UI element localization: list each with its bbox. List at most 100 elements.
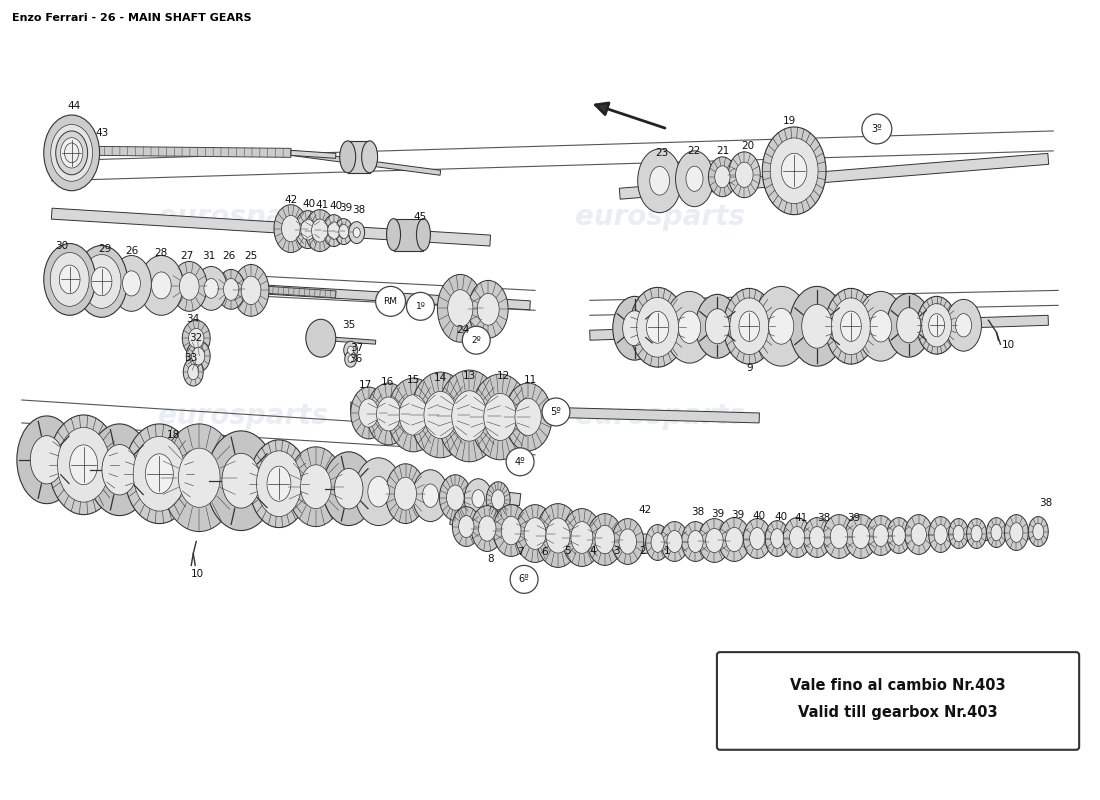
Ellipse shape	[623, 310, 647, 346]
Text: 16: 16	[381, 377, 394, 387]
Ellipse shape	[206, 431, 276, 530]
Ellipse shape	[188, 328, 204, 348]
Polygon shape	[111, 276, 530, 310]
Ellipse shape	[438, 274, 483, 342]
Text: 6: 6	[541, 547, 548, 558]
Polygon shape	[231, 284, 336, 298]
Text: 7: 7	[517, 547, 524, 558]
Text: 40: 40	[302, 198, 316, 209]
Text: 20: 20	[740, 141, 754, 151]
Ellipse shape	[424, 391, 456, 438]
Ellipse shape	[638, 149, 682, 213]
Text: 40: 40	[329, 201, 342, 210]
Ellipse shape	[91, 267, 112, 296]
Text: 22: 22	[686, 146, 700, 156]
Ellipse shape	[1004, 514, 1028, 550]
Text: 10: 10	[190, 570, 204, 579]
Ellipse shape	[486, 482, 510, 518]
Ellipse shape	[911, 523, 926, 546]
Circle shape	[510, 566, 538, 594]
Polygon shape	[619, 154, 1048, 199]
Ellipse shape	[766, 521, 789, 557]
Ellipse shape	[282, 215, 300, 242]
Ellipse shape	[334, 469, 363, 509]
Ellipse shape	[502, 516, 521, 545]
Ellipse shape	[679, 311, 701, 343]
Text: 43: 43	[95, 128, 108, 138]
Ellipse shape	[399, 394, 428, 435]
Text: 44: 44	[67, 101, 80, 111]
Text: 41: 41	[794, 513, 807, 522]
Ellipse shape	[340, 141, 355, 173]
Ellipse shape	[195, 266, 227, 310]
Ellipse shape	[524, 518, 546, 550]
Ellipse shape	[353, 228, 361, 238]
Ellipse shape	[328, 222, 340, 239]
Ellipse shape	[953, 526, 964, 542]
Ellipse shape	[887, 294, 931, 357]
Ellipse shape	[698, 518, 730, 562]
Ellipse shape	[179, 273, 199, 300]
Ellipse shape	[789, 286, 845, 366]
Ellipse shape	[744, 518, 771, 558]
Text: 40: 40	[774, 511, 788, 522]
Ellipse shape	[387, 378, 439, 452]
Ellipse shape	[613, 296, 657, 360]
Text: 29: 29	[98, 243, 111, 254]
Ellipse shape	[438, 370, 502, 462]
Ellipse shape	[274, 205, 308, 253]
Text: 14: 14	[433, 373, 447, 383]
Ellipse shape	[178, 448, 220, 507]
Ellipse shape	[715, 166, 730, 188]
Ellipse shape	[803, 518, 830, 558]
Ellipse shape	[386, 218, 400, 250]
Ellipse shape	[867, 515, 894, 555]
Ellipse shape	[343, 342, 358, 359]
Text: 2º: 2º	[472, 336, 481, 345]
Ellipse shape	[730, 298, 769, 354]
Ellipse shape	[905, 514, 933, 554]
Ellipse shape	[857, 291, 905, 361]
Text: 17: 17	[359, 380, 372, 390]
Ellipse shape	[928, 517, 953, 553]
Ellipse shape	[896, 308, 921, 342]
Text: 6º: 6º	[519, 574, 529, 584]
Ellipse shape	[705, 309, 729, 344]
Text: eurosparts: eurosparts	[158, 202, 328, 230]
Ellipse shape	[344, 351, 356, 367]
Ellipse shape	[651, 533, 664, 552]
Ellipse shape	[504, 383, 552, 451]
Text: Enzo Ferrari - 26 - MAIN SHAFT GEARS: Enzo Ferrari - 26 - MAIN SHAFT GEARS	[12, 14, 252, 23]
Ellipse shape	[781, 154, 807, 188]
Ellipse shape	[57, 427, 110, 502]
Polygon shape	[52, 208, 491, 246]
Ellipse shape	[619, 529, 637, 554]
Ellipse shape	[675, 151, 714, 206]
Ellipse shape	[395, 478, 417, 510]
Ellipse shape	[478, 516, 496, 541]
Ellipse shape	[562, 509, 602, 566]
Ellipse shape	[783, 518, 811, 558]
Ellipse shape	[447, 485, 464, 510]
Polygon shape	[450, 514, 730, 553]
Ellipse shape	[60, 138, 82, 168]
Ellipse shape	[587, 514, 623, 566]
Ellipse shape	[749, 527, 764, 550]
Text: 40: 40	[752, 510, 766, 521]
Ellipse shape	[51, 253, 89, 306]
Ellipse shape	[334, 218, 353, 245]
Ellipse shape	[823, 514, 855, 558]
Ellipse shape	[152, 272, 172, 299]
FancyBboxPatch shape	[717, 652, 1079, 750]
Ellipse shape	[484, 394, 517, 441]
Text: 31: 31	[202, 250, 216, 261]
Ellipse shape	[233, 265, 270, 316]
Ellipse shape	[305, 210, 334, 251]
Ellipse shape	[762, 127, 826, 214]
Text: 42: 42	[284, 194, 297, 205]
Text: 30: 30	[55, 241, 68, 250]
Ellipse shape	[873, 525, 889, 546]
Ellipse shape	[44, 115, 100, 190]
Text: Vale fino al cambio Nr.403: Vale fino al cambio Nr.403	[790, 678, 1005, 693]
Ellipse shape	[667, 530, 682, 553]
